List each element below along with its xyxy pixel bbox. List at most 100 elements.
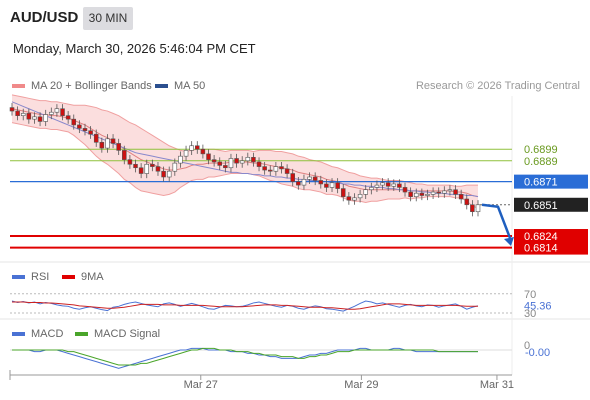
timeframe-button[interactable]: 30 MIN bbox=[83, 7, 133, 30]
legend-macd-signal: MACD Signal bbox=[75, 328, 160, 340]
level-badge-pivot bbox=[514, 174, 588, 189]
legend-rsi-swatch bbox=[12, 275, 25, 279]
candle-body bbox=[470, 204, 475, 213]
candle-body bbox=[183, 150, 189, 157]
candle-body bbox=[267, 169, 273, 172]
rsi-tick-70: 70 bbox=[524, 289, 536, 301]
candle-body bbox=[239, 160, 245, 164]
candle-body bbox=[138, 167, 144, 174]
candle-body bbox=[110, 138, 116, 144]
credit-label: Research © 2026 Trading Central bbox=[415, 80, 580, 92]
x-tick-label: Mar 27 bbox=[184, 379, 218, 391]
level-badge-support-1 bbox=[514, 229, 588, 244]
candle-body bbox=[307, 176, 312, 180]
candle-body bbox=[419, 192, 425, 196]
candle-body bbox=[402, 187, 408, 193]
candle-body bbox=[312, 176, 318, 181]
candle-body bbox=[206, 153, 211, 160]
candle-body bbox=[60, 108, 65, 116]
legend-rsi-label: RSI bbox=[31, 271, 50, 283]
candle-body bbox=[65, 115, 71, 120]
candle-body bbox=[172, 162, 178, 172]
candle-body bbox=[273, 166, 279, 172]
candle-body bbox=[324, 183, 329, 188]
macd-series-1 bbox=[12, 347, 478, 366]
candle-body bbox=[436, 191, 441, 194]
candle-body bbox=[245, 157, 251, 162]
rsi-series-1 bbox=[12, 301, 478, 310]
candle-body bbox=[217, 161, 223, 166]
symbol-title: AUD/USD bbox=[10, 9, 79, 26]
candle-body bbox=[475, 204, 481, 213]
candle-body bbox=[77, 124, 82, 129]
rsi-last-label: 45.36 bbox=[524, 301, 552, 313]
candle-body bbox=[335, 182, 340, 189]
candle-body bbox=[329, 182, 335, 188]
candle-body bbox=[54, 108, 60, 113]
candle-body bbox=[9, 107, 15, 112]
legend-ma50-label: MA 50 bbox=[174, 80, 206, 92]
level-label-support-1: 0.6824 bbox=[524, 231, 558, 243]
candle-body bbox=[150, 163, 155, 167]
legend-bollinger-label: MA 20 + Bollinger Bands bbox=[31, 80, 152, 92]
candle-body bbox=[43, 114, 48, 122]
candle-body bbox=[290, 173, 295, 182]
legend-rsi-ma-label: 9MA bbox=[81, 271, 104, 283]
candle-body bbox=[99, 141, 105, 149]
legend-macd-signal-swatch bbox=[75, 332, 88, 336]
candle-body bbox=[20, 113, 26, 116]
candle-body bbox=[279, 166, 284, 170]
x-tick-label: Mar 29 bbox=[344, 379, 378, 391]
candle-body bbox=[340, 188, 346, 197]
candle-body bbox=[161, 170, 166, 178]
candle-body bbox=[228, 158, 234, 169]
legend-rsi-ma-swatch bbox=[62, 275, 75, 279]
x-tick-label: Mar 31 bbox=[480, 379, 514, 391]
candle-body bbox=[195, 145, 200, 150]
level-label-support-2: 0.6814 bbox=[524, 243, 558, 255]
macd-last-label: -0.00 bbox=[525, 347, 550, 359]
candle-body bbox=[116, 143, 121, 151]
candle-body bbox=[127, 159, 133, 165]
candle-body bbox=[105, 138, 110, 149]
candle-body bbox=[211, 159, 217, 163]
bollinger-band-fill bbox=[12, 94, 478, 209]
candle-body bbox=[15, 110, 20, 116]
candle-body bbox=[374, 184, 380, 188]
candle-body bbox=[122, 150, 127, 160]
candle-body bbox=[352, 197, 357, 201]
level-label-pivot: 0.6871 bbox=[524, 177, 558, 189]
candle-body bbox=[284, 168, 290, 174]
candle-body bbox=[82, 128, 88, 132]
projection-arrowhead bbox=[504, 237, 514, 247]
candle-body bbox=[49, 111, 54, 115]
candle-body bbox=[71, 118, 77, 126]
candle-body bbox=[408, 191, 413, 197]
candle-body bbox=[133, 163, 138, 169]
candle-body bbox=[166, 170, 172, 178]
datetime-label: Monday, March 30, 2026 5:46:04 PM CET bbox=[13, 41, 256, 56]
last-price-badge bbox=[514, 197, 588, 212]
legend-rsi-ma: 9MA bbox=[62, 271, 104, 283]
candle-body bbox=[442, 190, 447, 194]
candle-body bbox=[464, 198, 470, 206]
candle-body bbox=[380, 182, 385, 186]
candle-body bbox=[397, 183, 402, 188]
legend-bollinger-swatch bbox=[12, 84, 25, 88]
macd-tick-0: 0 bbox=[524, 340, 530, 352]
candle-body bbox=[93, 133, 99, 143]
legend-bollinger: MA 20 + Bollinger Bands bbox=[12, 80, 152, 92]
candle-body bbox=[178, 155, 183, 164]
macd-series-0 bbox=[12, 347, 478, 369]
candle-body bbox=[262, 166, 267, 171]
candle-body bbox=[357, 194, 363, 199]
projection-arrow bbox=[481, 203, 512, 239]
candle-body bbox=[363, 189, 368, 195]
candle-body bbox=[189, 145, 194, 151]
candle-body bbox=[301, 179, 307, 186]
legend-macd-signal-label: MACD Signal bbox=[94, 328, 161, 340]
candle-body bbox=[223, 165, 228, 169]
legend-ma50-swatch bbox=[155, 84, 168, 88]
candle-body bbox=[37, 116, 43, 122]
